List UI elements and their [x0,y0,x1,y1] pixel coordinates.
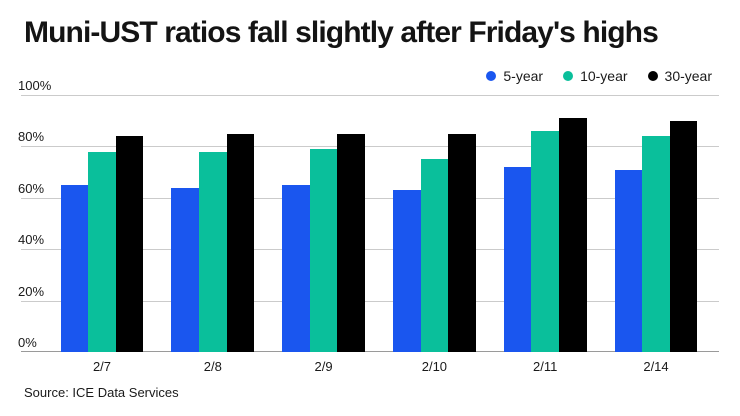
legend-label: 10-year [580,68,628,84]
plot-area: 0% 20% 40% 60% 80% 100% 2/7 2/8 2/9 2/10 2/11 2/14 [18,78,719,374]
y-axis-tick-label: 100% [18,78,52,93]
bar-10-year-2/8 [198,151,227,352]
legend-item-5-year: 5-year [486,68,543,84]
bar-10-year-2/10 [420,159,449,352]
gridline [21,197,719,199]
bar-10-year-2/14 [642,136,670,352]
bar-5-year-2/14 [614,169,643,352]
x-axis-tick-label: 2/9 [314,359,333,374]
y-axis-tick-label: 60% [18,181,45,196]
bar-5-year-2/11 [503,166,532,352]
bar-10-year-2/7 [88,151,116,352]
legend-dot-icon [647,71,658,81]
bar-30-year-2/14 [669,120,698,352]
legend-item-10-year: 10-year [563,68,628,84]
bar-group-2/11 [503,95,587,352]
x-axis-tick-label: 2/8 [203,359,222,374]
bar-30-year-2/10 [448,133,476,352]
bar-30-year-2/7 [115,136,144,352]
bar-group-2/10 [393,95,476,352]
bar-10-year-2/9 [309,148,338,352]
bar-5-year-2/10 [393,190,421,352]
bar-5-year-2/9 [282,184,310,352]
x-axis-tick-label: 2/10 [421,359,448,374]
source-note: Source: ICE Data Services [24,385,179,400]
legend-dot-icon [486,71,497,81]
gridline [21,248,719,250]
legend-dot-icon [563,71,574,81]
chart-legend: 5-year 10-year 30-year [486,68,712,84]
bar-5-year-2/7 [60,184,89,352]
legend-item-30-year: 30-year [647,68,712,84]
bar-group-2/14 [614,95,698,352]
legend-label: 5-year [503,68,544,84]
bar-group-2/7 [60,95,144,352]
x-axis-tick-label: 2/14 [643,359,669,374]
bar-30-year-2/8 [226,133,255,352]
gridline [21,94,719,96]
bar-5-year-2/8 [171,187,199,352]
bar-30-year-2/9 [337,133,365,352]
y-axis-tick-label: 40% [18,232,45,247]
chart-title: Muni-UST ratios fall slightly after Frid… [24,16,659,49]
legend-label: 30-year [664,68,712,84]
gridline [21,300,719,302]
bar-10-year-2/11 [531,130,559,352]
x-axis-tick-label: 2/11 [533,359,558,374]
bar-group-2/8 [171,95,255,352]
y-axis-tick-label: 0% [18,335,37,350]
gridline [21,145,719,147]
y-axis-tick-label: 20% [18,284,45,299]
bar-group-2/9 [282,95,365,352]
x-axis-line [21,351,719,352]
y-axis-tick-label: 80% [18,129,45,144]
bar-30-year-2/11 [558,118,587,352]
x-axis-tick-label: 2/7 [92,359,112,374]
